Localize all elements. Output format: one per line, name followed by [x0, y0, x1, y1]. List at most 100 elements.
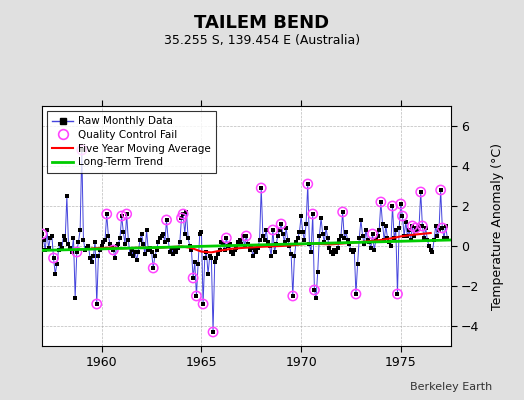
Point [313, 269, 322, 275]
Point [257, 185, 266, 191]
Point [262, 227, 270, 233]
Point [222, 235, 231, 241]
Point [129, 253, 137, 259]
Point [381, 223, 390, 229]
Point [339, 209, 347, 215]
Point [133, 257, 141, 263]
Point [398, 213, 407, 219]
Point [45, 245, 53, 251]
Point [287, 251, 296, 257]
Point [162, 217, 171, 223]
Point [293, 235, 302, 241]
Point [81, 247, 89, 253]
Point [189, 275, 198, 281]
Point [252, 249, 260, 255]
Point [49, 255, 58, 261]
Text: Berkeley Earth: Berkeley Earth [410, 382, 493, 392]
Point [73, 249, 81, 255]
Point [205, 253, 214, 259]
Point [431, 223, 440, 229]
Point [219, 241, 227, 247]
Point [425, 243, 433, 249]
Point [235, 237, 244, 243]
Point [275, 227, 283, 233]
Point [116, 235, 124, 241]
Point [299, 229, 307, 235]
Point [117, 213, 126, 219]
Point [305, 241, 314, 247]
Point [367, 245, 375, 251]
Point [295, 229, 303, 235]
Point [330, 247, 339, 253]
Point [309, 211, 317, 217]
Point [96, 247, 104, 253]
Point [394, 291, 402, 297]
Point [86, 255, 94, 261]
Point [438, 225, 446, 231]
Point [181, 231, 189, 237]
Point [156, 235, 164, 241]
Point [139, 241, 147, 247]
Point [123, 211, 131, 217]
Point [84, 243, 93, 249]
Point [372, 237, 380, 243]
Point [269, 227, 277, 233]
Point [159, 231, 167, 237]
Point [127, 247, 136, 253]
Point [221, 247, 229, 253]
Point [415, 223, 423, 229]
Point [388, 203, 397, 209]
Point [438, 225, 446, 231]
Point [312, 295, 320, 301]
Text: TAILEM BEND: TAILEM BEND [194, 14, 330, 32]
Point [137, 231, 146, 237]
Point [303, 181, 312, 187]
Point [307, 249, 315, 255]
Point [427, 247, 435, 253]
Point [49, 255, 58, 261]
Point [227, 249, 235, 255]
Point [348, 249, 357, 255]
Point [365, 239, 374, 245]
Point [370, 247, 378, 253]
Point [209, 329, 217, 335]
Point [66, 245, 74, 251]
Point [179, 211, 187, 217]
Point [134, 249, 143, 255]
Point [360, 241, 368, 247]
Point [89, 253, 97, 259]
Point [113, 243, 121, 249]
Point [51, 271, 59, 277]
Point [421, 225, 430, 231]
Point [436, 187, 445, 193]
Point [272, 241, 280, 247]
Point [109, 247, 117, 253]
Point [225, 241, 234, 247]
Point [403, 233, 412, 239]
Point [179, 211, 187, 217]
Point [192, 293, 201, 299]
Point [78, 147, 86, 153]
Point [267, 253, 276, 259]
Point [342, 229, 350, 235]
Point [131, 249, 139, 255]
Point [352, 291, 360, 297]
Point [274, 233, 282, 239]
Point [109, 247, 117, 253]
Point [107, 245, 116, 251]
Point [74, 239, 83, 245]
Point [162, 217, 171, 223]
Point [69, 235, 78, 241]
Point [283, 237, 292, 243]
Point [53, 261, 61, 267]
Point [136, 237, 144, 243]
Point [54, 247, 63, 253]
Point [68, 249, 76, 255]
Point [48, 233, 56, 239]
Point [355, 235, 364, 241]
Point [350, 247, 358, 253]
Point [443, 235, 452, 241]
Point [79, 237, 88, 243]
Point [322, 225, 330, 231]
Point [191, 259, 199, 265]
